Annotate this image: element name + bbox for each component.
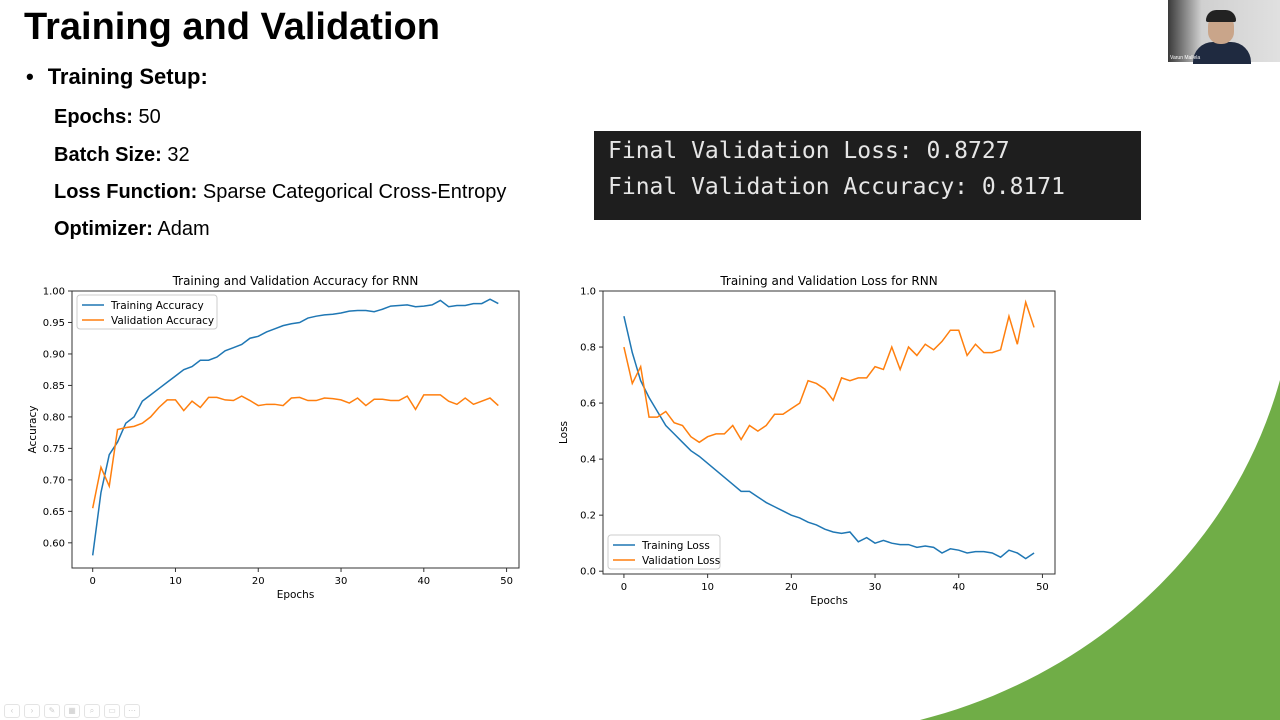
y-tick-label: 0.8 <box>580 343 596 354</box>
webcam-thumbnail[interactable]: Varun Mallela <box>1168 0 1280 64</box>
bullet-icon: • <box>26 64 34 89</box>
y-tick-label: 0.65 <box>43 507 65 518</box>
console-line-val-accuracy: Final Validation Accuracy: 0.8171 <box>608 174 1065 200</box>
param-value: Sparse Categorical Cross-Entropy <box>202 181 507 203</box>
y-tick-label: 0.6 <box>580 399 596 410</box>
param-epochs: Epochs: 50 <box>54 106 161 129</box>
x-tick-label: 0 <box>90 576 96 587</box>
param-value: Adam <box>157 218 210 240</box>
presentation-toolbar: ‹ › ✎ ▦ ⌕ ▭ ⋯ <box>4 704 140 718</box>
x-tick-label: 50 <box>500 576 513 587</box>
pen-icon[interactable]: ✎ <box>44 704 60 718</box>
param-optimizer: Optimizer: Adam <box>54 218 210 241</box>
x-axis-label: Epochs <box>277 589 315 601</box>
y-tick-label: 0.60 <box>43 538 65 549</box>
y-axis-label: Loss <box>558 421 570 444</box>
next-slide-icon[interactable]: › <box>24 704 40 718</box>
setup-heading: • Training Setup: <box>26 64 208 90</box>
param-label: Optimizer: <box>54 218 153 240</box>
y-tick-label: 0.4 <box>580 455 596 466</box>
legend-entry: Validation Loss <box>642 555 720 567</box>
x-axis-label: Epochs <box>810 595 848 607</box>
x-tick-label: 30 <box>869 582 882 593</box>
series-line-training-loss <box>623 316 1035 560</box>
x-tick-label: 10 <box>701 582 714 593</box>
y-tick-label: 0.80 <box>43 412 65 423</box>
y-tick-label: 0.95 <box>43 318 65 329</box>
y-tick-label: 0.0 <box>580 567 596 578</box>
series-line-validation-accuracy <box>91 394 499 509</box>
legend-entry: Training Loss <box>641 540 710 552</box>
legend-entry: Validation Accuracy <box>111 315 214 327</box>
y-tick-label: 0.2 <box>580 511 596 522</box>
y-tick-label: 0.75 <box>43 444 65 455</box>
more-icon[interactable]: ⋯ <box>124 704 140 718</box>
legend <box>607 534 721 570</box>
y-tick-label: 0.85 <box>43 381 65 392</box>
x-tick-label: 40 <box>417 576 430 587</box>
x-tick-label: 30 <box>335 576 348 587</box>
x-tick-label: 20 <box>785 582 798 593</box>
x-tick-label: 20 <box>252 576 265 587</box>
x-tick-label: 0 <box>621 582 627 593</box>
person-hair <box>1206 10 1236 22</box>
y-tick-label: 1.00 <box>43 287 65 298</box>
param-value: 32 <box>167 144 190 166</box>
console-output: Final Validation Loss: 0.8727 Final Vali… <box>594 131 1141 220</box>
person-body <box>1193 42 1251 64</box>
participant-name: Varun Mallela <box>1170 55 1201 61</box>
subtitles-icon[interactable]: ▭ <box>104 704 120 718</box>
loss-chart: Training and Validation Loss for RNN 0 10 2… <box>558 274 1056 607</box>
y-axis-label: Accuracy <box>27 406 39 454</box>
series-line-validation-loss <box>623 299 1035 444</box>
param-label: Batch Size: <box>54 144 162 166</box>
setup-heading-text: Training Setup: <box>47 64 208 89</box>
plot-area <box>71 290 520 569</box>
accuracy-chart: Training and Validation Accuracy for RNN… <box>27 274 520 601</box>
param-value: 50 <box>138 106 161 128</box>
legend-entry: Training Accuracy <box>110 300 204 312</box>
y-tick-label: 1.0 <box>580 287 596 298</box>
chart-title: Training and Validation Loss for RNN <box>719 274 937 288</box>
prev-slide-icon[interactable]: ‹ <box>4 704 20 718</box>
param-loss-function: Loss Function: Sparse Categorical Cross-… <box>54 181 506 204</box>
slide-title: Training and Validation <box>24 6 440 48</box>
chart-title: Training and Validation Accuracy for RNN <box>172 274 419 288</box>
param-label: Loss Function: <box>54 181 198 203</box>
x-tick-label: 10 <box>169 576 182 587</box>
x-tick-label: 50 <box>1036 582 1049 593</box>
series-line-training-accuracy <box>91 298 499 556</box>
x-tick-label: 40 <box>952 582 965 593</box>
legend <box>76 294 218 330</box>
slides-icon[interactable]: ▦ <box>64 704 80 718</box>
plot-area <box>602 290 1056 575</box>
y-tick-label: 0.70 <box>43 475 65 486</box>
param-batch-size: Batch Size: 32 <box>54 144 190 167</box>
zoom-icon[interactable]: ⌕ <box>84 704 100 718</box>
console-line-val-loss: Final Validation Loss: 0.8727 <box>608 138 1010 164</box>
param-label: Epochs: <box>54 106 133 128</box>
y-tick-label: 0.90 <box>43 349 65 360</box>
